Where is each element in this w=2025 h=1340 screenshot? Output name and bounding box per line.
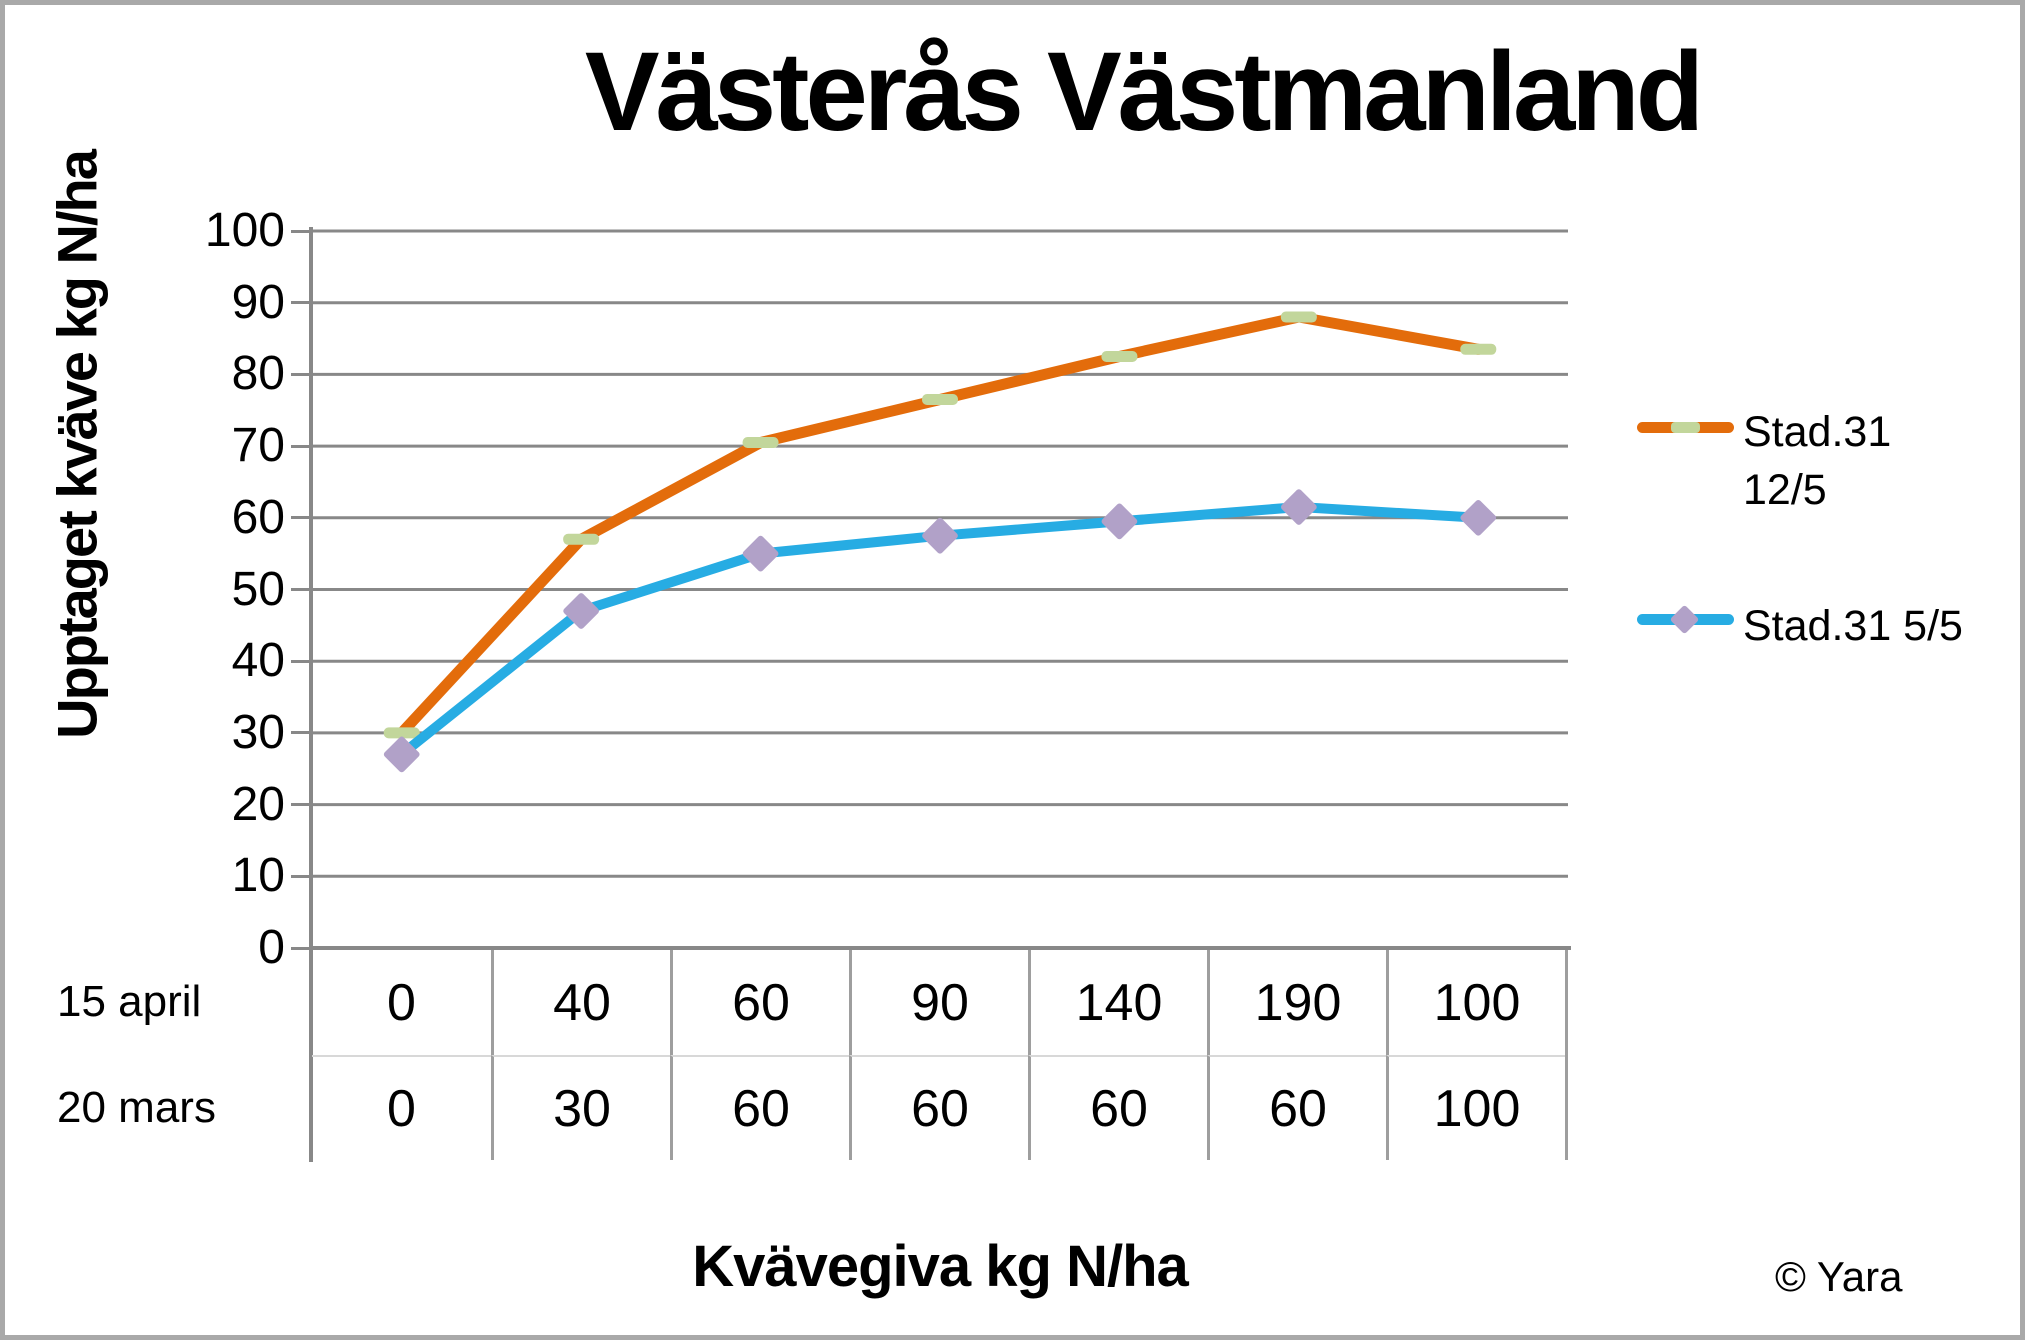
table-row-label-15-april: 15 april xyxy=(57,977,202,1026)
table-cell: 90 xyxy=(849,950,1028,1055)
y-tick-mark xyxy=(291,516,312,520)
y-axis-line xyxy=(309,227,313,1162)
y-tick-mark xyxy=(291,803,312,807)
legend-dash-marker-icon xyxy=(1671,422,1700,433)
legend-label-series1-line1: Stad.31 xyxy=(1743,408,1892,456)
y-tick-mark xyxy=(291,301,312,305)
table-cell: 140 xyxy=(1028,950,1207,1055)
data-point-diamond-marker xyxy=(1101,503,1138,540)
y-tick-label: 20 xyxy=(231,777,285,831)
y-tick-label: 50 xyxy=(231,562,285,616)
y-tick-label: 0 xyxy=(258,921,285,974)
x-axis-line xyxy=(312,946,1571,950)
table-cell: 0 xyxy=(312,1055,491,1160)
x-axis-title: Kvävegiva kg N/ha xyxy=(692,1234,1189,1299)
data-point-dash-marker xyxy=(563,533,600,545)
data-point-dash-marker xyxy=(1280,311,1317,323)
data-point-dash-marker xyxy=(1101,350,1138,362)
y-tick-label: 80 xyxy=(231,347,285,401)
data-point-diamond-marker xyxy=(563,593,599,629)
y-tick-label: 60 xyxy=(231,490,285,544)
legend-label-series1: Stad.31 12/5 xyxy=(1743,403,1891,519)
data-point-dash-marker xyxy=(922,393,958,405)
y-tick-mark xyxy=(291,229,312,233)
plot-area xyxy=(312,229,1568,950)
x-value-table: 0 40 60 90 140 190 100 0 30 60 60 60 60 … xyxy=(312,950,1568,1160)
y-tick-mark xyxy=(291,444,312,448)
data-point-dash-marker xyxy=(383,727,420,739)
table-cell: 60 xyxy=(1028,1055,1207,1160)
y-tick-label: 90 xyxy=(231,275,285,329)
y-tick-mark xyxy=(291,946,312,950)
table-cell: 60 xyxy=(1207,1055,1386,1160)
data-point-diamond-marker xyxy=(1460,499,1497,536)
y-tick-mark xyxy=(291,588,312,591)
y-tick-label: 10 xyxy=(231,849,285,903)
legend-label-series2: Stad.31 5/5 xyxy=(1743,602,1963,650)
table-cell: 190 xyxy=(1207,950,1386,1055)
table-cell: 100 xyxy=(1386,1055,1565,1160)
copyright-text: © Yara xyxy=(1775,1253,1903,1300)
data-point-diamond-marker xyxy=(1281,489,1317,525)
table-cell: 40 xyxy=(491,950,670,1055)
table-cell: 60 xyxy=(849,1055,1028,1160)
data-point-diamond-marker xyxy=(922,517,958,554)
data-point-dash-marker xyxy=(742,437,779,449)
legend-diamond-marker-icon xyxy=(1669,604,1700,635)
y-tick-label: 30 xyxy=(231,705,285,759)
table-cell: 60 xyxy=(670,1055,849,1160)
y-tick-label: 40 xyxy=(231,634,285,688)
y-tick-label: 70 xyxy=(231,419,285,473)
data-point-diamond-marker xyxy=(742,535,779,572)
table-cell: 30 xyxy=(491,1055,670,1160)
table-cell: 100 xyxy=(1386,950,1565,1055)
y-tick-mark xyxy=(291,874,312,878)
series-plot xyxy=(312,229,1568,950)
y-tick-mark xyxy=(291,659,312,663)
y-tick-mark xyxy=(291,731,312,735)
legend-label-series1-line2: 12/5 xyxy=(1743,466,1827,514)
table-row-label-20-mars: 20 mars xyxy=(57,1083,216,1132)
y-tick-label: 100 xyxy=(204,204,285,257)
table-cell: 0 xyxy=(387,973,416,1032)
data-point-diamond-marker xyxy=(383,736,420,773)
y-tick-mark xyxy=(291,372,312,376)
table-cell: 60 xyxy=(670,950,849,1055)
chart-title: Västerås Västmanland xyxy=(584,29,1704,154)
data-point-dash-marker xyxy=(1460,343,1497,355)
